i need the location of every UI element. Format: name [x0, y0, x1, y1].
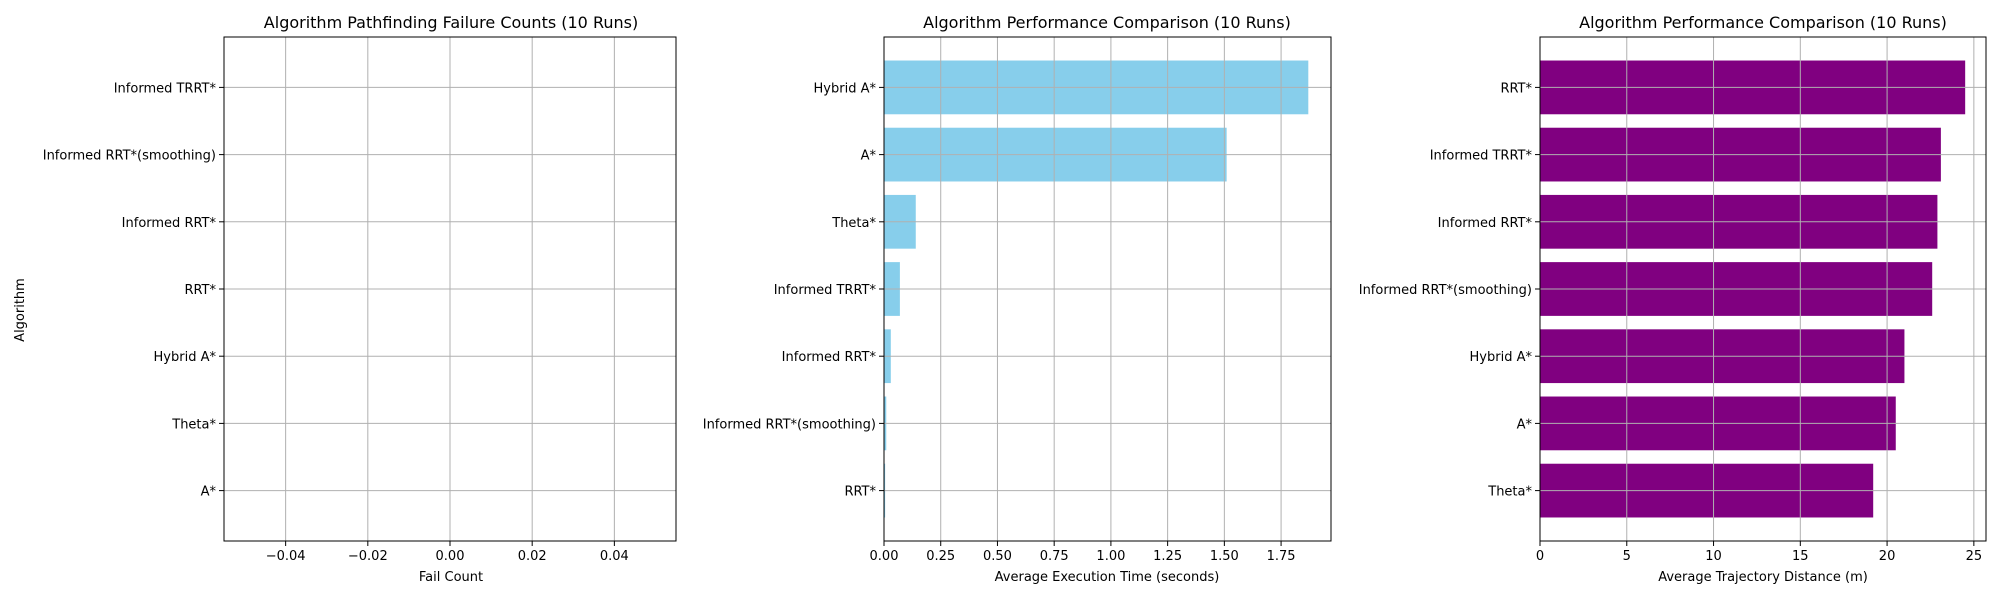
chart-1-title: Algorithm Pathfinding Failure Counts (10… [264, 13, 638, 32]
y-tick-label: Informed RRT*(smoothing) [703, 417, 876, 432]
x-tick-label: 1.00 [1096, 549, 1125, 564]
chart-execution-time: Algorithm Performance Comparison (10 Run… [703, 13, 1332, 585]
chart-1-ylabel: Algorithm [13, 278, 28, 342]
chart-failure-counts: Algorithm Pathfinding Failure Counts (10… [13, 13, 677, 585]
plot-frame [1539, 36, 1987, 542]
x-tick-label: 1.50 [1210, 549, 1239, 564]
y-tick-label: Hybrid A* [154, 350, 217, 365]
x-tick-label: 0.75 [1040, 549, 1069, 564]
y-tick-label: Theta* [831, 216, 876, 231]
x-tick-label: 20 [1879, 549, 1896, 564]
y-tick-label: Theta* [1487, 485, 1532, 500]
y-tick-label: Theta* [171, 417, 216, 432]
y-tick-label: Hybrid A* [1470, 350, 1533, 365]
y-tick-label: RRT* [844, 485, 876, 500]
plot-frame [223, 36, 677, 542]
x-tick-label: 15 [1792, 549, 1809, 564]
x-tick-label: 0.25 [926, 549, 955, 564]
x-tick-label: 1.75 [1267, 549, 1296, 564]
y-tick-label: RRT* [184, 283, 216, 298]
x-tick-label: −0.02 [348, 549, 388, 564]
x-tick-label: 0.00 [436, 549, 465, 564]
y-tick-label: A* [1517, 417, 1533, 432]
y-tick-label: Informed RRT* [1438, 216, 1533, 231]
x-tick-label: 5 [1623, 549, 1631, 564]
y-tick-label: Informed RRT* [122, 216, 217, 231]
y-tick-label: Informed RRT*(smoothing) [43, 149, 216, 164]
x-tick-label: 0.00 [870, 549, 899, 564]
y-tick-label: RRT* [1500, 81, 1532, 96]
y-tick-label: Informed RRT* [782, 350, 877, 365]
chart-3-xlabel: Average Trajectory Distance (m) [1658, 570, 1868, 585]
x-tick-label: 25 [1966, 549, 1983, 564]
x-tick-label: 10 [1705, 549, 1722, 564]
chart-trajectory-distance: Algorithm Performance Comparison (10 Run… [1359, 13, 1987, 585]
y-tick-label: Informed TRRT* [114, 81, 217, 96]
x-tick-label: −0.04 [266, 549, 306, 564]
y-tick-label: Hybrid A* [814, 81, 877, 96]
y-tick-label: Informed RRT*(smoothing) [1359, 283, 1532, 298]
y-tick-label: Informed TRRT* [1430, 149, 1533, 164]
x-tick-label: 1.25 [1153, 549, 1182, 564]
y-tick-label: A* [201, 485, 217, 500]
y-tick-label: Informed TRRT* [774, 283, 877, 298]
x-tick-label: 0.04 [600, 549, 629, 564]
chart-3-title: Algorithm Performance Comparison (10 Run… [1579, 13, 1947, 32]
x-tick-label: 0 [1536, 549, 1544, 564]
chart-2-xlabel: Average Execution Time (seconds) [995, 570, 1220, 585]
chart-2-title: Algorithm Performance Comparison (10 Run… [923, 13, 1291, 32]
plot-frame [883, 36, 1332, 542]
y-tick-label: A* [861, 149, 877, 164]
x-tick-label: 0.50 [983, 549, 1012, 564]
x-tick-label: 0.02 [518, 549, 547, 564]
chart-1-xlabel: Fail Count [419, 570, 483, 585]
